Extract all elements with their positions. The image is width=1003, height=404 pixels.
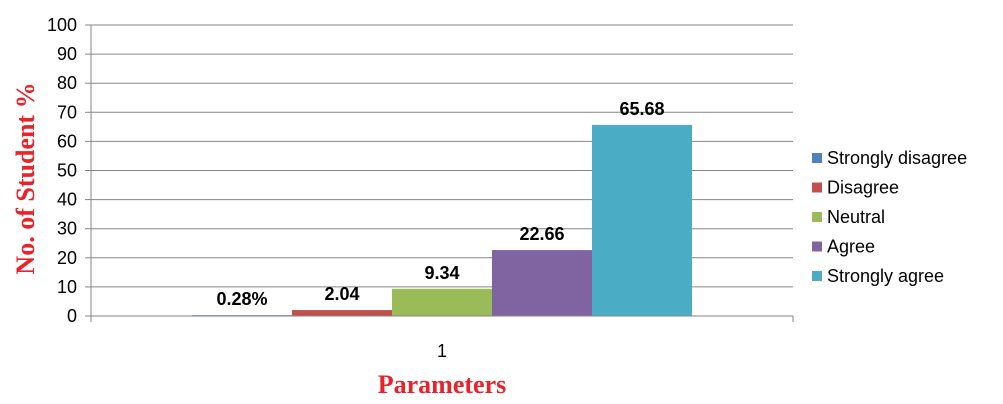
bar-disagree — [292, 310, 392, 316]
legend-label: Agree — [827, 237, 875, 257]
legend-swatch — [812, 212, 822, 222]
bar-neutral — [392, 288, 492, 316]
y-tick-label: 50 — [57, 161, 77, 181]
legend: Strongly disagree Disagree Neutral Agree Str… — [812, 148, 967, 286]
data-labels: 0.28% 2.04 9.34 22.66 65.68 — [216, 99, 664, 309]
legend-label: Strongly agree — [827, 266, 944, 286]
legend-swatch — [812, 153, 822, 163]
data-label: 0.28% — [216, 289, 267, 309]
data-label: 65.68 — [619, 99, 664, 119]
data-label: 2.04 — [324, 284, 359, 304]
y-axis-title: No. of Student % — [11, 82, 40, 274]
data-label: 22.66 — [519, 224, 564, 244]
legend-swatch — [812, 271, 822, 281]
y-tick-label: 10 — [57, 277, 77, 297]
bars — [192, 124, 692, 316]
y-tick-label: 80 — [57, 73, 77, 93]
x-tick-label: 1 — [437, 341, 447, 361]
bar-strongly-agree — [592, 124, 692, 316]
legend-swatch — [812, 182, 822, 193]
y-tick-label: 30 — [57, 219, 77, 239]
x-axis-title: Parameters — [378, 370, 506, 399]
y-tick-label: 100 — [47, 15, 77, 35]
y-tick-label: 90 — [57, 44, 77, 64]
y-axis-ticks: 0 10 20 30 40 50 60 70 80 90 100 — [47, 15, 77, 326]
data-label: 9.34 — [424, 263, 459, 283]
y-tick-label: 60 — [57, 131, 77, 151]
legend-label: Strongly disagree — [827, 148, 967, 168]
legend-label: Disagree — [827, 178, 899, 198]
legend-label: Neutral — [827, 207, 885, 227]
bar-agree — [492, 250, 592, 316]
y-tick-label: 20 — [57, 248, 77, 268]
y-tick-label: 40 — [57, 190, 77, 210]
y-tick-label: 0 — [67, 306, 77, 326]
y-tick-label: 70 — [57, 102, 77, 122]
legend-swatch — [812, 241, 822, 252]
